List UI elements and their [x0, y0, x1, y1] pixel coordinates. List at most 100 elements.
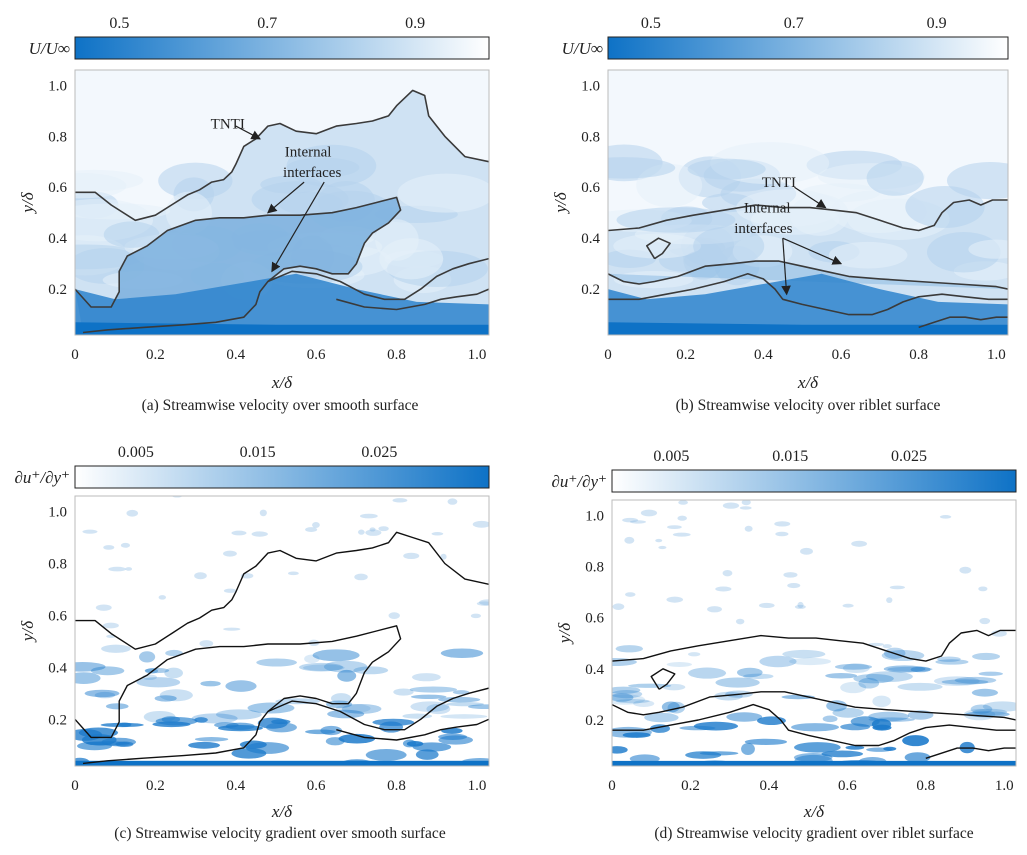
- field-streak: [101, 644, 131, 653]
- y-axis-label: y/δ: [18, 191, 37, 214]
- field-streak: [736, 667, 763, 678]
- plot-frame: [607, 69, 1009, 336]
- field-streak: [452, 690, 470, 695]
- field-streak: [154, 695, 177, 702]
- field-speck: [678, 500, 688, 505]
- field-speck: [677, 515, 687, 521]
- annotation-arrow: [267, 181, 305, 214]
- field-streak: [865, 671, 913, 683]
- field-speck: [108, 566, 127, 572]
- field-speck: [354, 573, 368, 581]
- field-speck: [259, 509, 267, 517]
- field-speck: [251, 531, 268, 537]
- field-streak: [75, 672, 101, 685]
- field-speck: [103, 545, 115, 550]
- x-axis-label: x/δ: [797, 373, 819, 392]
- field-patch: [687, 158, 766, 180]
- panel-caption: (d) Streamwise velocity gradient over ri…: [654, 825, 973, 842]
- x-tick-label: 0.4: [760, 778, 779, 794]
- field-streak: [305, 729, 336, 735]
- field-speck: [868, 642, 884, 647]
- field-streak: [612, 694, 646, 705]
- field-streak: [633, 700, 655, 707]
- x-tick-label: 0: [71, 347, 79, 363]
- field-patch: [828, 241, 908, 269]
- field-streak: [365, 749, 407, 761]
- field-patch: [693, 226, 765, 266]
- x-tick-label: 1.0: [468, 347, 487, 363]
- field-streak: [963, 708, 996, 721]
- field-speck: [82, 529, 98, 534]
- field-speck: [889, 585, 905, 590]
- field-streak: [337, 669, 357, 682]
- x-tick-label: 0.4: [226, 778, 245, 794]
- field-streak: [100, 722, 144, 728]
- annotation-arrow: [781, 238, 791, 296]
- y-tick-label: 0.4: [585, 662, 604, 678]
- field-speck: [800, 547, 813, 555]
- field-streak: [826, 700, 848, 712]
- field-speck: [102, 622, 119, 629]
- colorbar-label: ∂u⁺/∂y⁺: [551, 472, 607, 491]
- field-speck: [624, 536, 635, 544]
- field-streak: [225, 680, 257, 692]
- field-streak: [822, 715, 838, 723]
- field-streak: [303, 664, 345, 671]
- field-streak: [840, 681, 867, 694]
- field-streak: [612, 693, 634, 702]
- field-speck: [629, 520, 647, 524]
- field-streak: [850, 716, 880, 727]
- field-speck: [312, 522, 320, 529]
- field-streak: [971, 688, 998, 697]
- field-streak: [194, 737, 229, 742]
- field-speck: [231, 530, 247, 536]
- y-tick-label: 1.0: [48, 505, 67, 521]
- field-patch: [103, 221, 160, 248]
- field-speck: [357, 529, 365, 535]
- field-streak: [165, 649, 183, 657]
- interface-internal-1: [75, 196, 402, 334]
- field-streak: [335, 703, 371, 714]
- field-speck: [287, 571, 299, 576]
- x-tick-label: 0.6: [832, 347, 851, 363]
- field-streak: [972, 708, 1008, 716]
- field-speck: [658, 545, 667, 550]
- x-tick-label: 0.2: [146, 778, 165, 794]
- field-speck: [672, 532, 691, 537]
- colorbar-tick-label: 0.9: [927, 15, 947, 32]
- y-tick-label: 1.0: [48, 78, 67, 94]
- field-streak: [789, 657, 832, 666]
- y-tick-label: 0.8: [585, 560, 604, 576]
- annotation-arrow: [235, 125, 261, 140]
- field-speck: [223, 550, 237, 557]
- field-streak: [468, 704, 489, 710]
- field-streak: [872, 695, 891, 708]
- field-speck: [479, 599, 489, 606]
- field-streak: [693, 721, 739, 731]
- field-streak: [200, 680, 221, 687]
- field-streak: [164, 667, 183, 679]
- field-streak: [409, 686, 458, 693]
- y-tick-label: 0.8: [48, 129, 67, 145]
- field-streak: [379, 721, 404, 733]
- field-streak: [883, 665, 926, 673]
- field-streak: [910, 666, 931, 673]
- field-streak: [90, 666, 125, 676]
- field-speck: [365, 529, 382, 536]
- colorbar-tick-label: 0.015: [240, 444, 276, 461]
- field-streak: [304, 654, 320, 664]
- field-speck: [741, 500, 751, 506]
- field-streak: [845, 745, 865, 750]
- field-streak: [858, 677, 880, 689]
- x-tick-label: 0.4: [226, 347, 245, 363]
- field-streak: [744, 738, 788, 745]
- field-speck: [842, 603, 854, 608]
- field-speck: [851, 540, 868, 547]
- x-axis-label: x/δ: [271, 802, 293, 821]
- field-patch: [397, 173, 489, 213]
- colorbar: [74, 36, 490, 60]
- field-speck: [625, 592, 636, 597]
- y-tick-label: 0.4: [48, 231, 67, 247]
- annotation-label: TNTI: [762, 175, 796, 191]
- field-wall-layer: [608, 322, 1008, 335]
